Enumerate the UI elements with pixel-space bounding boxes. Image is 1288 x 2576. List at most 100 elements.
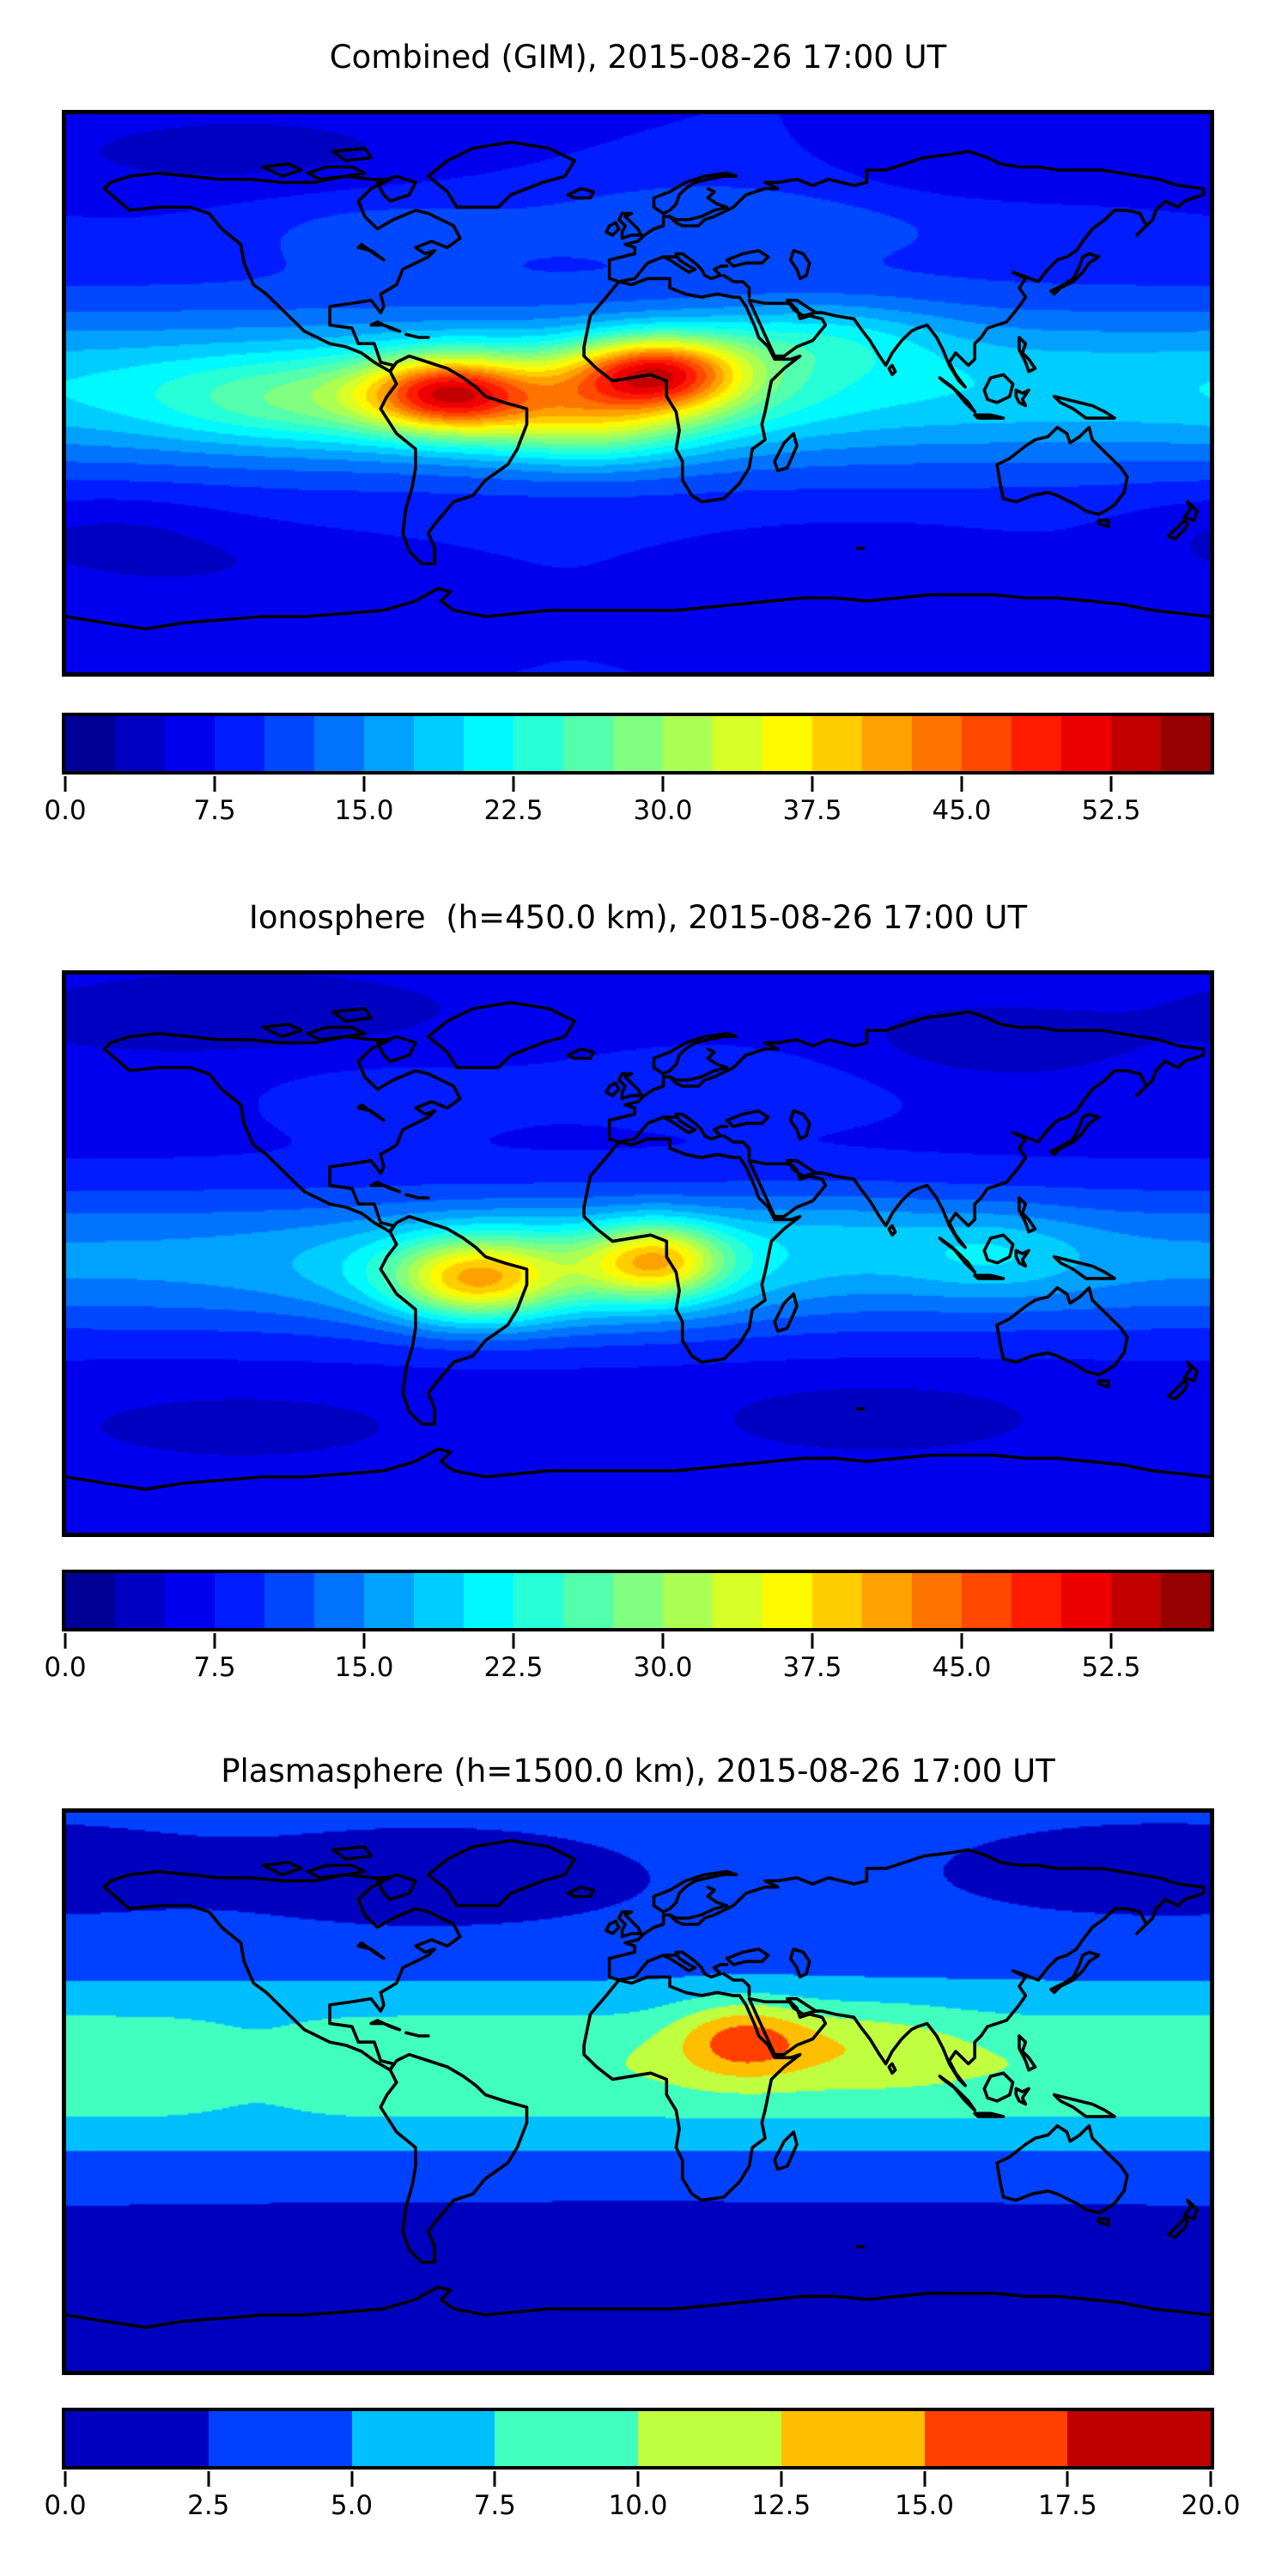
coastline-path: [584, 278, 800, 501]
coastline-path: [724, 1974, 750, 1996]
coastline-path: [664, 1953, 727, 1978]
colorbar-segment: [464, 716, 513, 771]
coastline-path: [104, 173, 459, 372]
coastline-path: [1099, 520, 1109, 526]
colorbar-segment: [115, 716, 165, 771]
coastline-path: [940, 2076, 975, 2111]
colorbar-segment: [613, 716, 663, 771]
coastline-path: [307, 1865, 365, 1877]
coastline-path: [380, 356, 526, 564]
coastline-path: [750, 1999, 826, 2055]
colorbar-tick-mark: [780, 2471, 783, 2487]
colorbar-tick-mark: [207, 2471, 210, 2487]
coastlines-overlay: [66, 1813, 1210, 2371]
colorbar-tick-mark: [811, 776, 814, 792]
coastline-path: [940, 1238, 975, 1273]
colorbar-tick-mark: [661, 1633, 665, 1649]
coastlines-overlay: [66, 975, 1210, 1533]
colorbar-tick-label: 15.0: [334, 795, 394, 826]
coastline-path: [1099, 2219, 1109, 2225]
colorbar-tick-label: 0.0: [44, 1652, 87, 1683]
coastline-path: [1016, 1250, 1029, 1266]
colorbar-segment: [713, 1573, 762, 1628]
colorbar-segment: [364, 716, 414, 771]
coastline-path: [358, 1105, 384, 1121]
colorbar-tick-label: 22.5: [483, 795, 544, 826]
coastline-path: [1169, 2219, 1188, 2238]
colorbar: [62, 1570, 1214, 1631]
colorbar-segment: [414, 716, 464, 771]
coastline-path: [984, 1235, 1012, 1263]
colorbar-segment: [351, 2411, 495, 2466]
coastline-path: [750, 301, 826, 356]
colorbar-tick-label: 7.5: [473, 2490, 516, 2521]
colorbar-tick-label: 45.0: [932, 795, 992, 826]
coastline-path: [428, 1003, 574, 1068]
coastline-path: [750, 1161, 826, 1217]
colorbar-tick-label: 7.5: [193, 795, 236, 826]
colorbar-segment: [638, 2411, 781, 2466]
coastline-path: [1051, 1115, 1099, 1155]
coastline-path: [1016, 2088, 1029, 2104]
coastline-path: [664, 254, 727, 279]
coastline-path: [1054, 2095, 1115, 2117]
coastline-path: [654, 1034, 737, 1074]
coastline-path: [997, 2126, 1127, 2213]
coastline-path: [104, 1872, 459, 2070]
coastline-path: [406, 334, 428, 337]
colorbar-tick-label: 10.0: [608, 2490, 668, 2521]
colorbar-segment: [563, 1573, 613, 1628]
coastline-path: [380, 2055, 526, 2263]
coastline-path: [654, 173, 737, 214]
coastline-path: [333, 149, 371, 161]
coastline-path: [619, 214, 641, 239]
coastline-path: [664, 1115, 727, 1139]
coastline-path: [263, 1024, 301, 1036]
coastline-path: [1099, 1381, 1109, 1387]
coastline-path: [997, 428, 1127, 514]
colorbar-tick-label: 37.5: [782, 1652, 842, 1683]
colorbar-segment: [1111, 1573, 1161, 1628]
colorbar-segment: [663, 716, 713, 771]
coastline-path: [371, 1182, 399, 1192]
colorbar-tick-mark: [493, 2471, 496, 2487]
colorbar-segment: [1111, 716, 1161, 771]
colorbar-tick-label: 52.5: [1081, 1652, 1141, 1683]
coastline-path: [619, 1912, 641, 1937]
colorbar-ticks: 0.0 7.5 15.0 22.5 30.0 37.5 45.0 52.5: [44, 776, 1214, 831]
colorbar-segment: [495, 2411, 638, 2466]
colorbar-segment: [208, 2411, 352, 2466]
coastline-path: [1019, 337, 1036, 372]
coastline-path: [733, 1012, 1204, 1247]
colorbar-segment: [264, 716, 314, 771]
colorbar-tick-label: 0.0: [44, 2490, 87, 2521]
coastline-path: [733, 1850, 1204, 2085]
colorbar-segment: [563, 716, 613, 771]
coastline-path: [66, 1449, 1210, 1490]
coastline-path: [984, 374, 1012, 403]
coastline-path: [307, 1027, 365, 1039]
coastline-path: [1184, 501, 1197, 520]
coastline-path: [380, 1217, 526, 1425]
coastline-path: [1184, 2200, 1197, 2219]
colorbar-segment: [663, 1573, 713, 1628]
colorbar-tick-mark: [1209, 2471, 1212, 2487]
colorbar-segment: [862, 1573, 912, 1628]
colorbar-segment: [1061, 1573, 1111, 1628]
coastline-path: [670, 1049, 727, 1080]
coastline-path: [724, 1136, 750, 1157]
colorbar-tick-label: 12.5: [751, 2490, 811, 2521]
coastline-path: [333, 1847, 371, 1859]
colorbar-segment: [1067, 2411, 1211, 2466]
coastline-path: [727, 1949, 769, 1965]
coastline-path: [670, 189, 727, 220]
colorbar-segments: [65, 716, 1211, 771]
colorbar-segment: [264, 1573, 314, 1628]
colorbar-segment: [912, 1573, 962, 1628]
coastline-path: [787, 1999, 816, 2014]
coastline-path: [1054, 1257, 1115, 1279]
colorbar-tick-label: 37.5: [782, 795, 842, 826]
coastline-path: [1184, 1362, 1197, 1381]
coastline-path: [670, 1887, 727, 1918]
panel-title: Combined (GIM), 2015-08-26 17:00 UT: [329, 39, 947, 76]
